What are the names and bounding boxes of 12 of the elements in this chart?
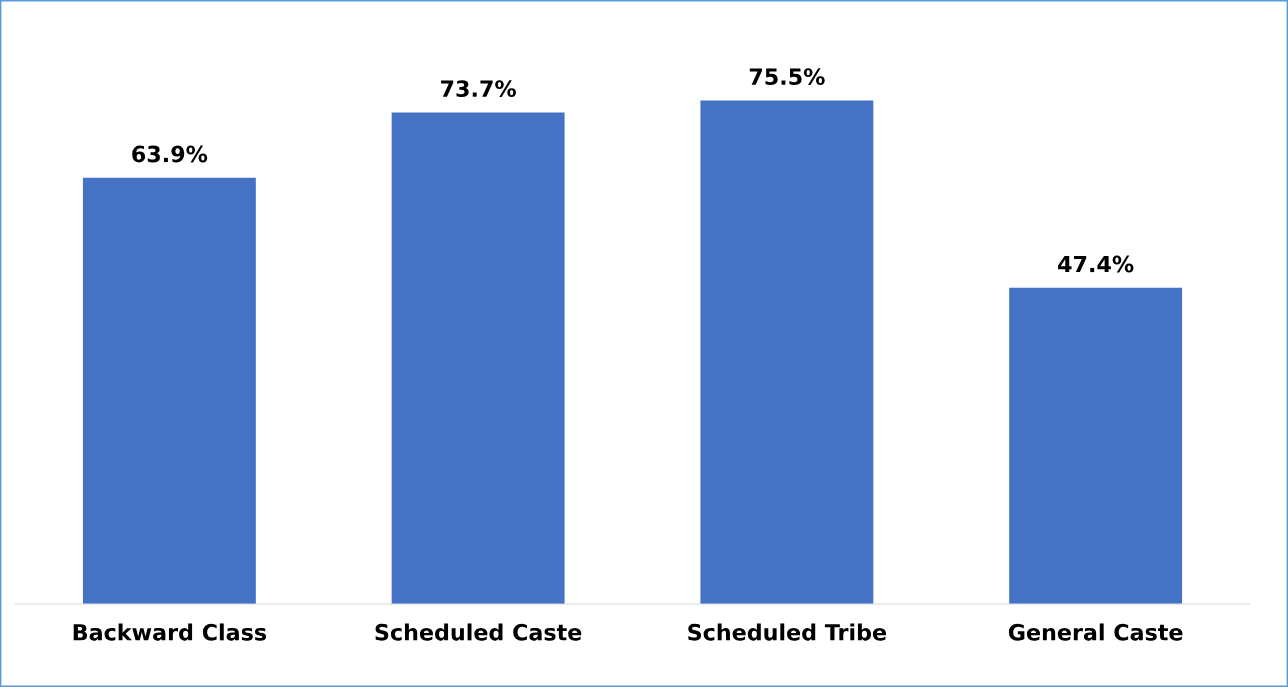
data-label: 63.9% [132,145,208,163]
x-tick-label: Scheduled Caste [375,623,582,641]
bar [700,100,874,604]
data-label: 73.7% [441,80,516,98]
x-tick-label: General Caste [1008,623,1183,641]
data-label: 75.5% [749,68,825,86]
x-tick-label: Backward Class [73,623,267,641]
bar [391,112,565,604]
data-label: 47.4% [1058,255,1134,273]
bar [1009,287,1183,604]
bar [82,177,256,604]
x-tick-label: Scheduled Tribe [688,623,886,641]
